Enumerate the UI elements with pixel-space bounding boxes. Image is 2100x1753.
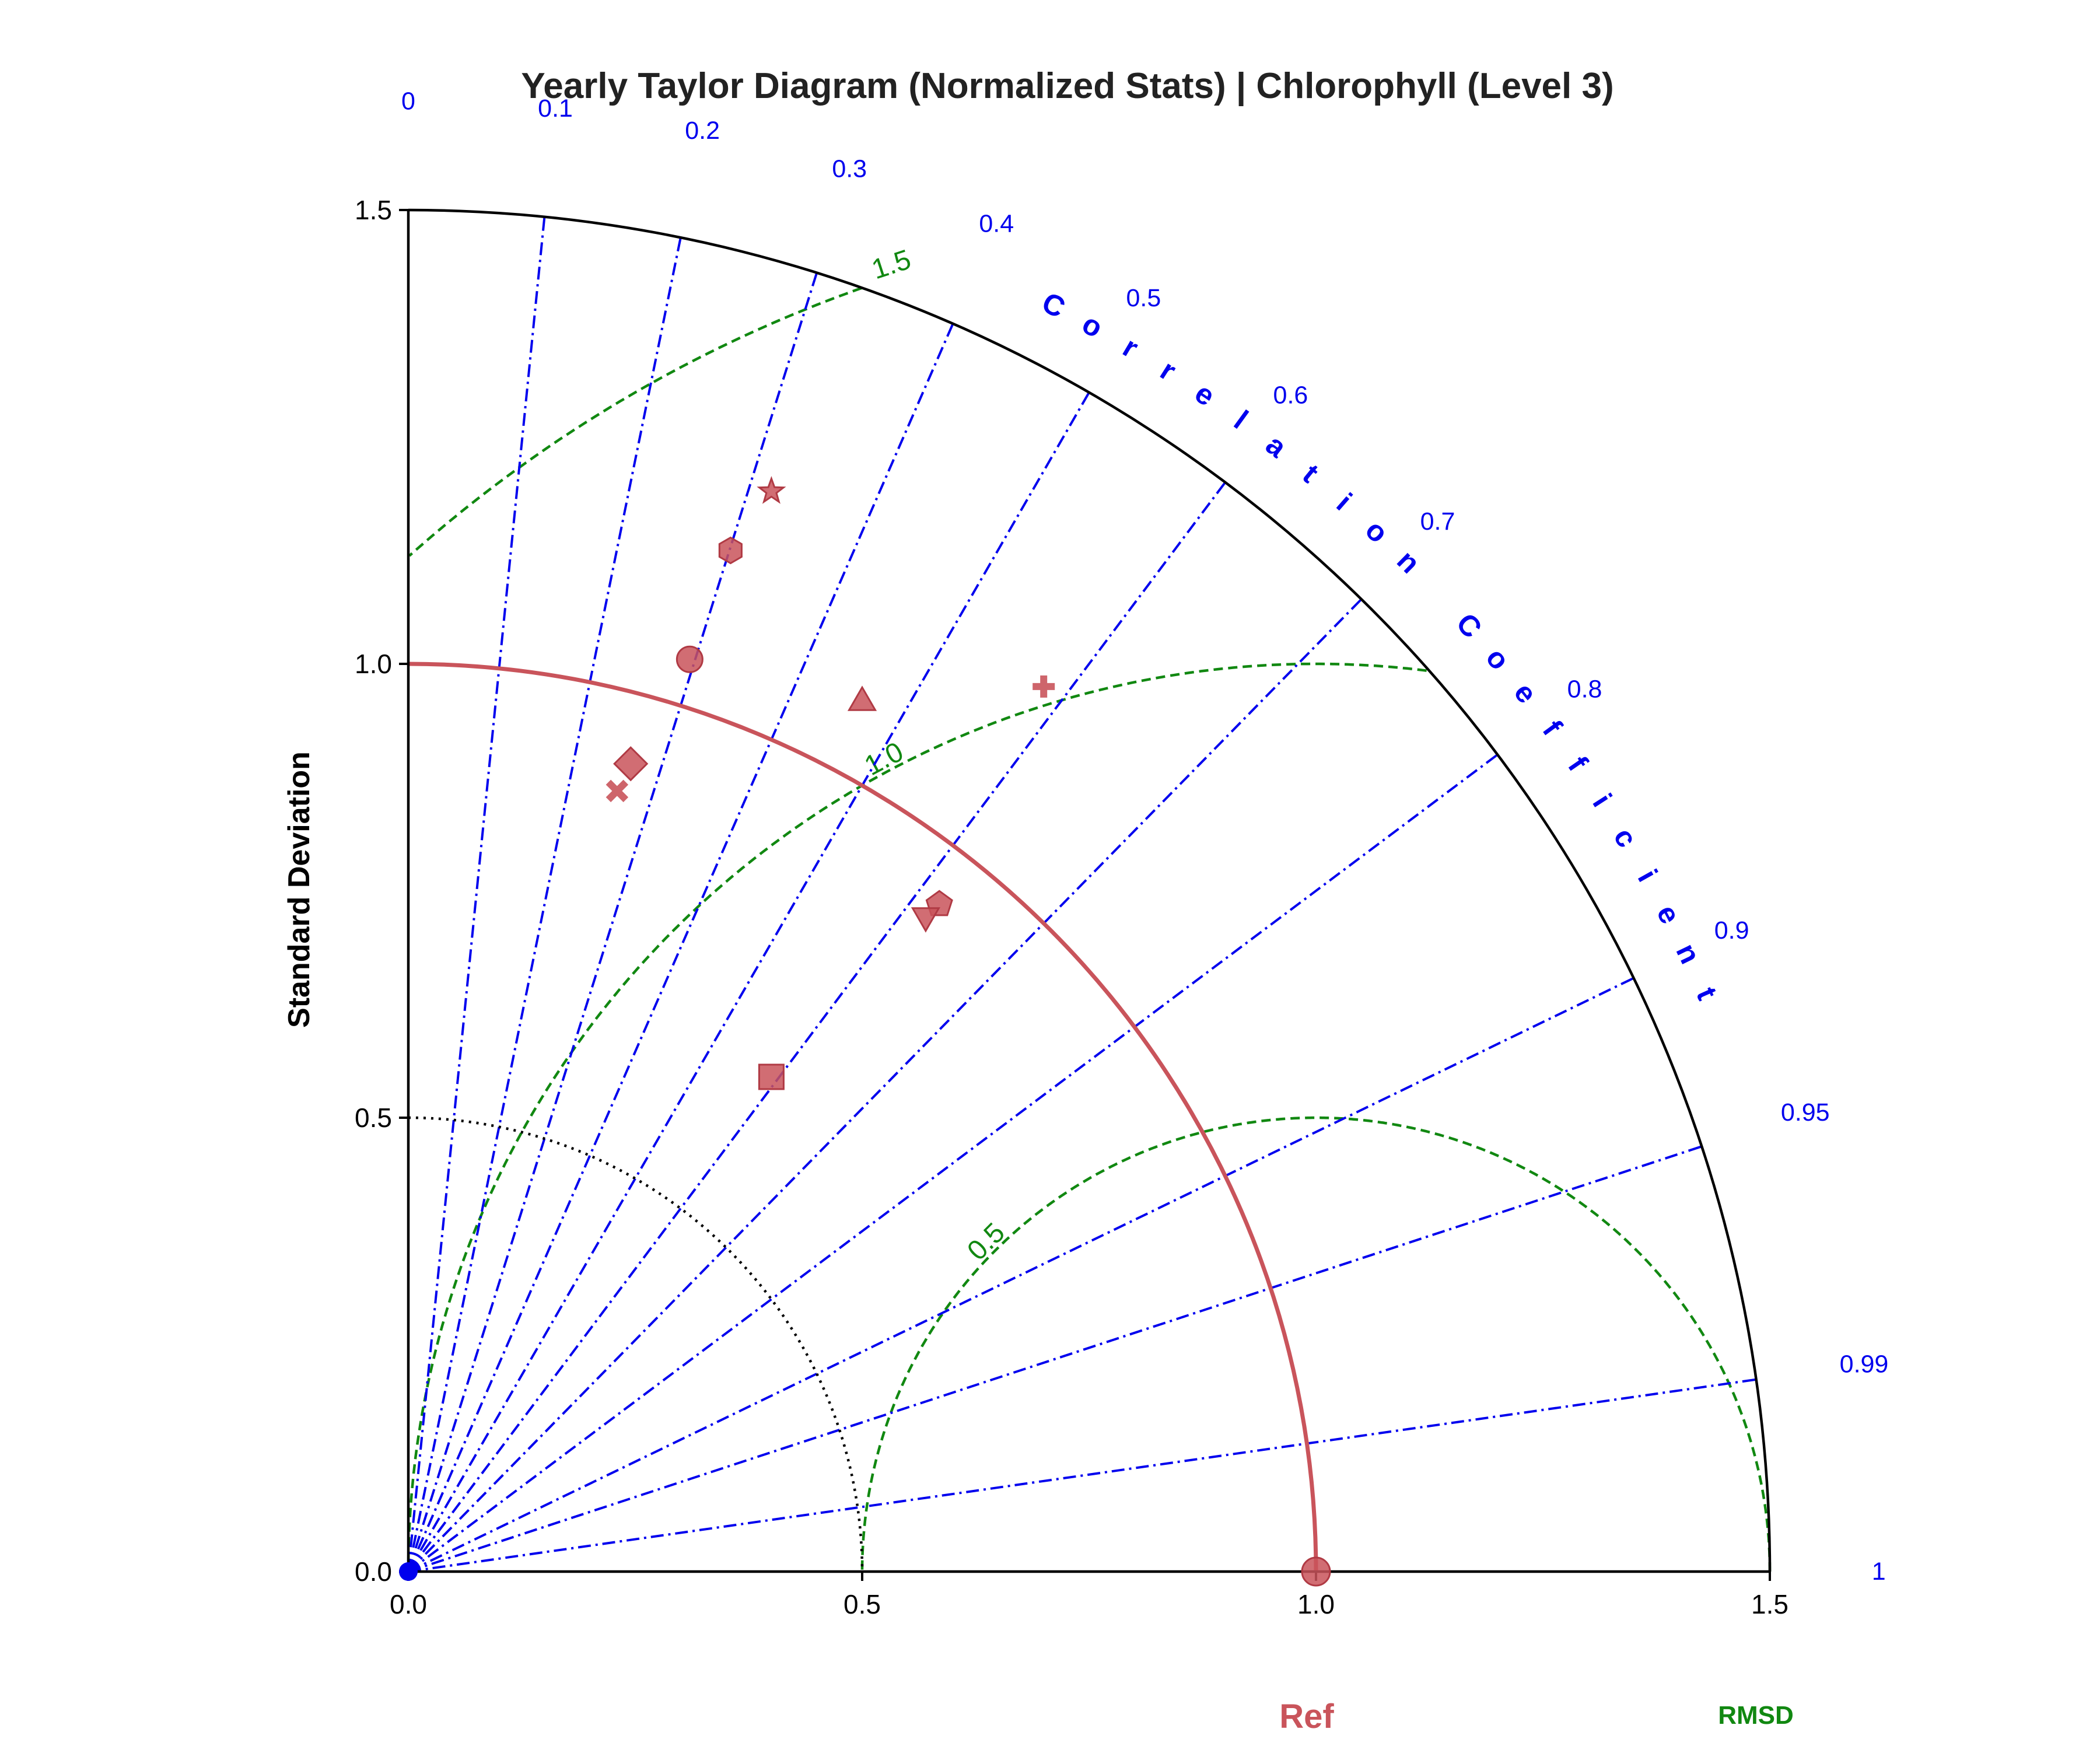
correlation-title-char-4: e — [1189, 376, 1220, 412]
correlation-tick-label-0: 0 — [401, 87, 415, 115]
data-point-plus — [1032, 675, 1055, 698]
correlation-title-char-14: e — [1508, 677, 1544, 709]
data-points — [606, 475, 1331, 1587]
correlation-tick-label-5: 0.5 — [1126, 284, 1161, 312]
origin-dot — [399, 1562, 418, 1581]
x-tick-label-0: 0.0 — [390, 1589, 427, 1619]
y-tick-label-2: 1.0 — [355, 649, 392, 679]
correlation-tick-label-4: 0.4 — [979, 210, 1014, 238]
correlation-title-char-6: a — [1260, 428, 1293, 464]
correlation-tick-label-12: 1 — [1872, 1558, 1886, 1586]
correlation-title-char-16: f — [1562, 750, 1594, 777]
correlation-title-char-10: n — [1391, 544, 1426, 579]
std-arcs — [408, 208, 1772, 1572]
correlation-title-char-9: o — [1359, 513, 1395, 550]
y-tick-label-0: 0.0 — [355, 1556, 392, 1587]
data-point-x — [606, 779, 629, 803]
y-axis-label: Standard Deviation — [282, 751, 316, 1028]
correlation-tick-label-9: 0.9 — [1714, 916, 1749, 944]
correlation-title-char-1: o — [1077, 307, 1108, 344]
x-tick-label-3: 1.5 — [1751, 1589, 1788, 1619]
correlation-line-11 — [408, 1378, 1756, 1573]
data-point-triangle-down — [911, 907, 940, 933]
correlation-line-2 — [407, 237, 682, 1572]
axes: 0.00.0 0.5 0.5 1.0 1.0 1.5 1.5 — [355, 195, 1788, 1619]
correlation-line-1 — [407, 216, 546, 1572]
correlation-title-char-12: C — [1450, 607, 1489, 644]
x-tick-label-1: 0.5 — [844, 1589, 881, 1619]
reference-std-arc — [408, 662, 1318, 1572]
y-tick-label-1: 0.5 — [355, 1103, 392, 1133]
correlation-title-char-2: r — [1118, 330, 1144, 364]
correlation-title-char-7: t — [1297, 457, 1325, 489]
correlation-lines: 0 0.10.20.30.40.50.60.70.80.90.950.991Cor… — [401, 87, 1888, 1586]
correlation-line-6 — [407, 481, 1226, 1573]
data-point-diamond — [613, 746, 649, 782]
correlation-tick-label-8: 0.8 — [1567, 676, 1602, 704]
reference-legend-label: Ref — [1279, 1698, 1334, 1735]
data-point-star — [757, 475, 786, 504]
data-point-hexagon — [718, 536, 743, 565]
correlation-title-char-18: c — [1607, 822, 1643, 853]
correlation-title-char-13: o — [1479, 642, 1516, 676]
rmsd-legend-label: RMSD — [1718, 1701, 1794, 1730]
correlation-title-char-3: r — [1154, 354, 1181, 387]
rmsd-contour-2 — [408, 286, 862, 557]
correlation-title-char-20: e — [1650, 900, 1687, 929]
y-tick-label-3: 1.5 — [355, 195, 392, 225]
correlation-line-5 — [407, 391, 1090, 1573]
correlation-tick-label-2: 0.2 — [685, 117, 720, 145]
correlation-line-4 — [407, 323, 954, 1572]
rmsd-label-0: 0.5 — [961, 1217, 1011, 1266]
std-arc-0-5 — [408, 1116, 864, 1572]
rmsd-label-2: 1.5 — [868, 244, 915, 285]
data-point-square — [758, 1063, 785, 1090]
reference-point — [1301, 1556, 1331, 1587]
correlation-title-char-0: C — [1037, 286, 1070, 324]
correlation-tick-label-3: 0.3 — [832, 155, 867, 183]
correlation-tick-label-7: 0.7 — [1420, 508, 1455, 536]
correlation-title-char-17: i — [1586, 788, 1618, 813]
rmsd-contour-1 — [407, 662, 1427, 1572]
correlation-line-10 — [408, 1145, 1702, 1573]
correlation-tick-label-6: 0.6 — [1273, 381, 1308, 409]
x-tick-label-2: 1.0 — [1297, 1589, 1335, 1619]
correlation-line-3 — [407, 272, 818, 1572]
rmsd-contour-0 — [860, 1116, 1772, 1572]
chart-title: Yearly Taylor Diagram (Normalized Stats)… — [521, 66, 1614, 107]
data-point-triangle-up — [847, 685, 877, 711]
correlation-tick-label-1: 0.1 — [538, 95, 573, 123]
correlation-title-char-21: n — [1670, 939, 1707, 969]
correlation-line-7 — [407, 598, 1363, 1573]
rmsd-contours: 0.51.01.5 — [407, 244, 1772, 1572]
correlation-tick-label-11: 0.99 — [1840, 1350, 1889, 1378]
correlation-title-char-19: i — [1632, 864, 1664, 887]
correlation-line-8 — [407, 753, 1499, 1573]
data-point-circle — [676, 645, 704, 673]
outer-std-arc — [408, 208, 1772, 1572]
correlation-tick-label-10: 0.95 — [1781, 1098, 1830, 1126]
correlation-line-9 — [408, 977, 1634, 1573]
correlation-title-char-5: l — [1228, 404, 1254, 436]
correlation-title-char-8: i — [1331, 487, 1358, 517]
correlation-title-char-15: f — [1536, 714, 1569, 741]
correlation-title-char-22: t — [1690, 982, 1724, 1005]
